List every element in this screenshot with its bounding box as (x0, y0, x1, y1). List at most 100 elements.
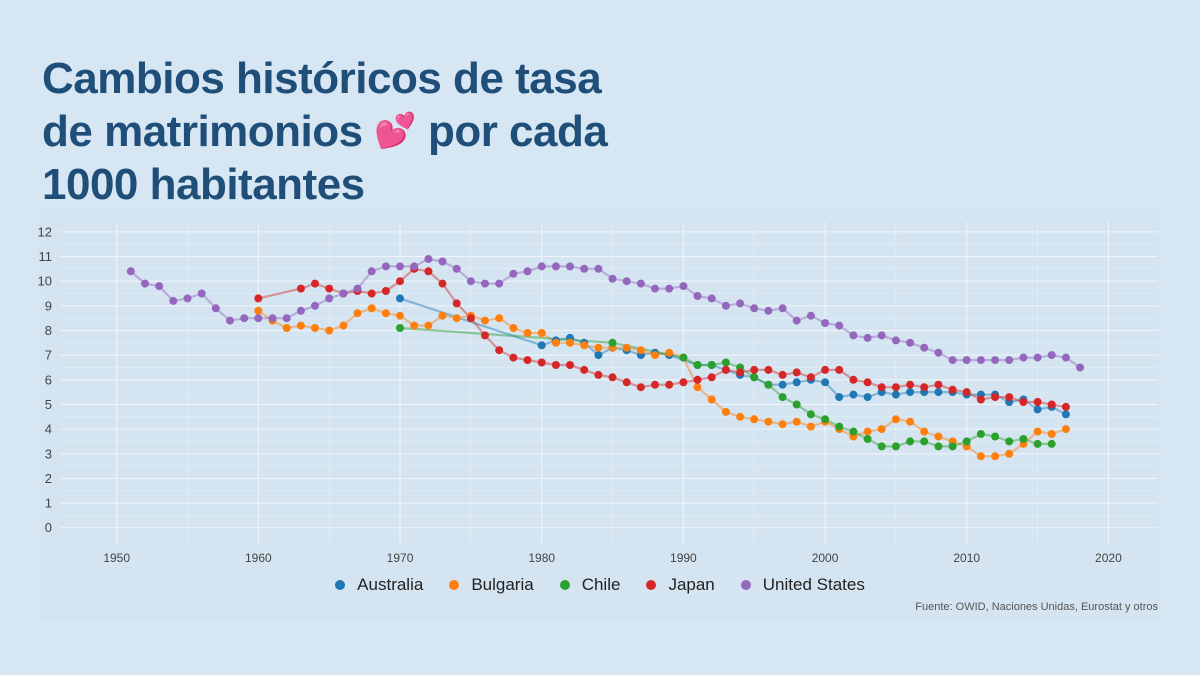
data-point-chile (764, 380, 773, 389)
data-point-united-states (381, 262, 390, 271)
data-point-united-states (622, 277, 631, 286)
data-point-united-states (452, 264, 461, 273)
data-point-united-states (424, 255, 433, 263)
x-axis-tick-labels: 1950 1960 1970 1980 1990 2000 2010 2020 (103, 551, 1122, 565)
data-point-chile (1033, 439, 1042, 448)
data-point-australia (594, 351, 603, 360)
data-point-united-states (296, 306, 305, 315)
data-point-bulgaria (1005, 449, 1014, 458)
data-point-united-states (197, 289, 206, 298)
data-point-united-states (566, 262, 574, 271)
data-point-bulgaria (537, 329, 546, 337)
data-point-bulgaria (736, 412, 745, 421)
data-point-bulgaria (920, 427, 929, 436)
data-point-united-states (849, 331, 858, 340)
y-tick-label: 5 (45, 397, 52, 412)
legend-marker (559, 580, 570, 590)
data-point-chile (679, 353, 688, 362)
data-point-chile (693, 361, 702, 369)
data-point-chile (835, 422, 844, 431)
data-point-united-states (636, 279, 645, 288)
data-point-united-states (863, 333, 872, 342)
data-point-japan (396, 277, 404, 286)
data-point-japan (736, 368, 745, 377)
legend-marker (449, 580, 460, 590)
data-point-japan (920, 383, 929, 392)
data-point-chile (976, 430, 985, 438)
data-point-japan (806, 373, 815, 382)
legend-marker (335, 580, 346, 590)
data-point-chile (920, 437, 929, 446)
y-tick-label: 10 (38, 274, 52, 289)
data-point-japan (495, 346, 504, 355)
data-point-australia (906, 388, 915, 397)
legend-marker (646, 580, 657, 590)
data-point-united-states (651, 284, 659, 293)
x-tick-label: 2000 (812, 551, 839, 565)
legend: Australia Bulgaria Chile Japan United States (0, 575, 1200, 595)
data-point-japan (594, 370, 603, 379)
data-point-bulgaria (438, 311, 447, 320)
y-tick-label: 0 (45, 520, 52, 535)
data-point-united-states (962, 356, 971, 365)
data-point-bulgaria (325, 326, 334, 335)
legend-marker (740, 580, 751, 590)
data-point-japan (1047, 400, 1056, 409)
data-point-united-states (339, 289, 348, 298)
data-point-bulgaria (764, 417, 773, 426)
data-point-bulgaria (750, 415, 759, 424)
data-point-united-states (594, 264, 603, 273)
data-point-japan (948, 385, 957, 394)
data-point-united-states (126, 267, 135, 276)
data-point-united-states (707, 294, 716, 303)
data-point-chile (962, 437, 971, 446)
data-point-japan (325, 284, 334, 293)
data-point-united-states (891, 336, 900, 345)
data-point-chile (821, 415, 830, 424)
data-point-japan (1033, 398, 1042, 406)
data-point-japan (651, 380, 659, 389)
data-point-australia (537, 341, 546, 350)
data-point-bulgaria (906, 417, 915, 426)
data-point-japan (481, 331, 489, 340)
data-point-japan (906, 380, 915, 389)
data-point-united-states (721, 301, 730, 310)
data-point-japan (934, 380, 943, 389)
data-point-japan (636, 383, 645, 392)
data-point-united-states (537, 262, 546, 271)
data-point-japan (580, 365, 589, 374)
y-tick-label: 12 (38, 224, 52, 239)
data-point-bulgaria (410, 321, 419, 330)
data-point-japan (1019, 398, 1028, 406)
data-point-australia (891, 390, 900, 399)
data-point-united-states (608, 274, 617, 283)
data-point-bulgaria (778, 420, 787, 429)
x-tick-label: 1950 (103, 551, 130, 565)
data-point-japan (976, 395, 985, 404)
legend-item-japan: Japan (646, 575, 715, 595)
series-line-bulgaria (257, 307, 1067, 458)
data-point-australia (934, 388, 943, 397)
data-point-united-states (806, 311, 815, 320)
data-point-united-states (481, 279, 489, 288)
data-point-bulgaria (693, 383, 702, 392)
y-tick-label: 3 (45, 446, 52, 461)
data-point-united-states (665, 284, 674, 293)
data-point-united-states (580, 264, 589, 273)
data-point-chile (1047, 439, 1056, 448)
data-point-japan (665, 380, 674, 389)
data-point-united-states (750, 304, 759, 313)
source-note: Fuente: OWID, Naciones Unidas, Eurostat … (915, 601, 1158, 613)
data-point-australia (396, 294, 404, 303)
data-point-chile (906, 437, 915, 446)
data-point-bulgaria (806, 422, 815, 431)
data-point-united-states (1076, 363, 1085, 372)
data-point-bulgaria (339, 321, 348, 330)
data-point-bulgaria (353, 309, 362, 318)
data-point-australia (792, 378, 801, 387)
data-point-australia (778, 380, 787, 389)
data-point-australia (1061, 410, 1070, 419)
data-point-bulgaria (622, 343, 631, 352)
data-point-united-states (693, 292, 702, 300)
data-point-japan (537, 358, 546, 367)
